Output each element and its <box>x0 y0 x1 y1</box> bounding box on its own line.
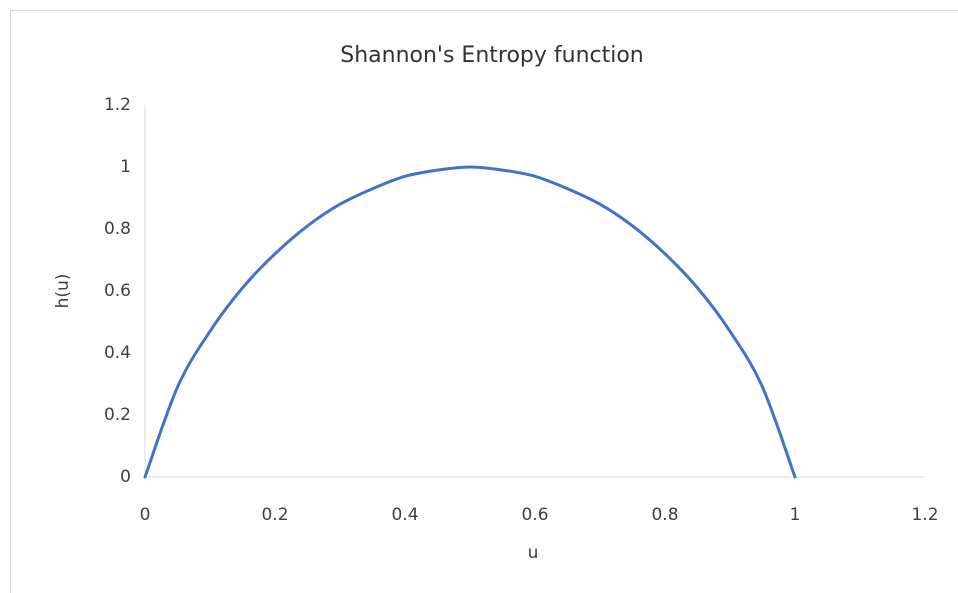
x-tick-label: 0.4 <box>391 505 418 525</box>
y-tick-label: 1 <box>120 157 131 177</box>
y-tick-label: 1.2 <box>104 95 131 115</box>
y-tick-label: 0.2 <box>104 405 131 425</box>
x-tick-label: 0.8 <box>651 505 678 525</box>
chart-title: Shannon's Entropy function <box>340 43 644 68</box>
x-tick-label: 0.2 <box>261 505 288 525</box>
y-tick-label: 0.4 <box>104 343 131 363</box>
x-tick-label: 1.2 <box>911 505 938 525</box>
y-tick-label: 0.6 <box>104 281 131 301</box>
y-tick-label: 0.8 <box>104 219 131 239</box>
x-axis-label: u <box>528 543 539 563</box>
y-tick-label: 0 <box>120 467 131 487</box>
x-tick-label: 0 <box>140 505 151 525</box>
x-tick-label: 0.6 <box>521 505 548 525</box>
data-line <box>143 165 797 479</box>
y-axis-label: h(u) <box>53 274 73 309</box>
x-tick-label: 1 <box>790 505 801 525</box>
